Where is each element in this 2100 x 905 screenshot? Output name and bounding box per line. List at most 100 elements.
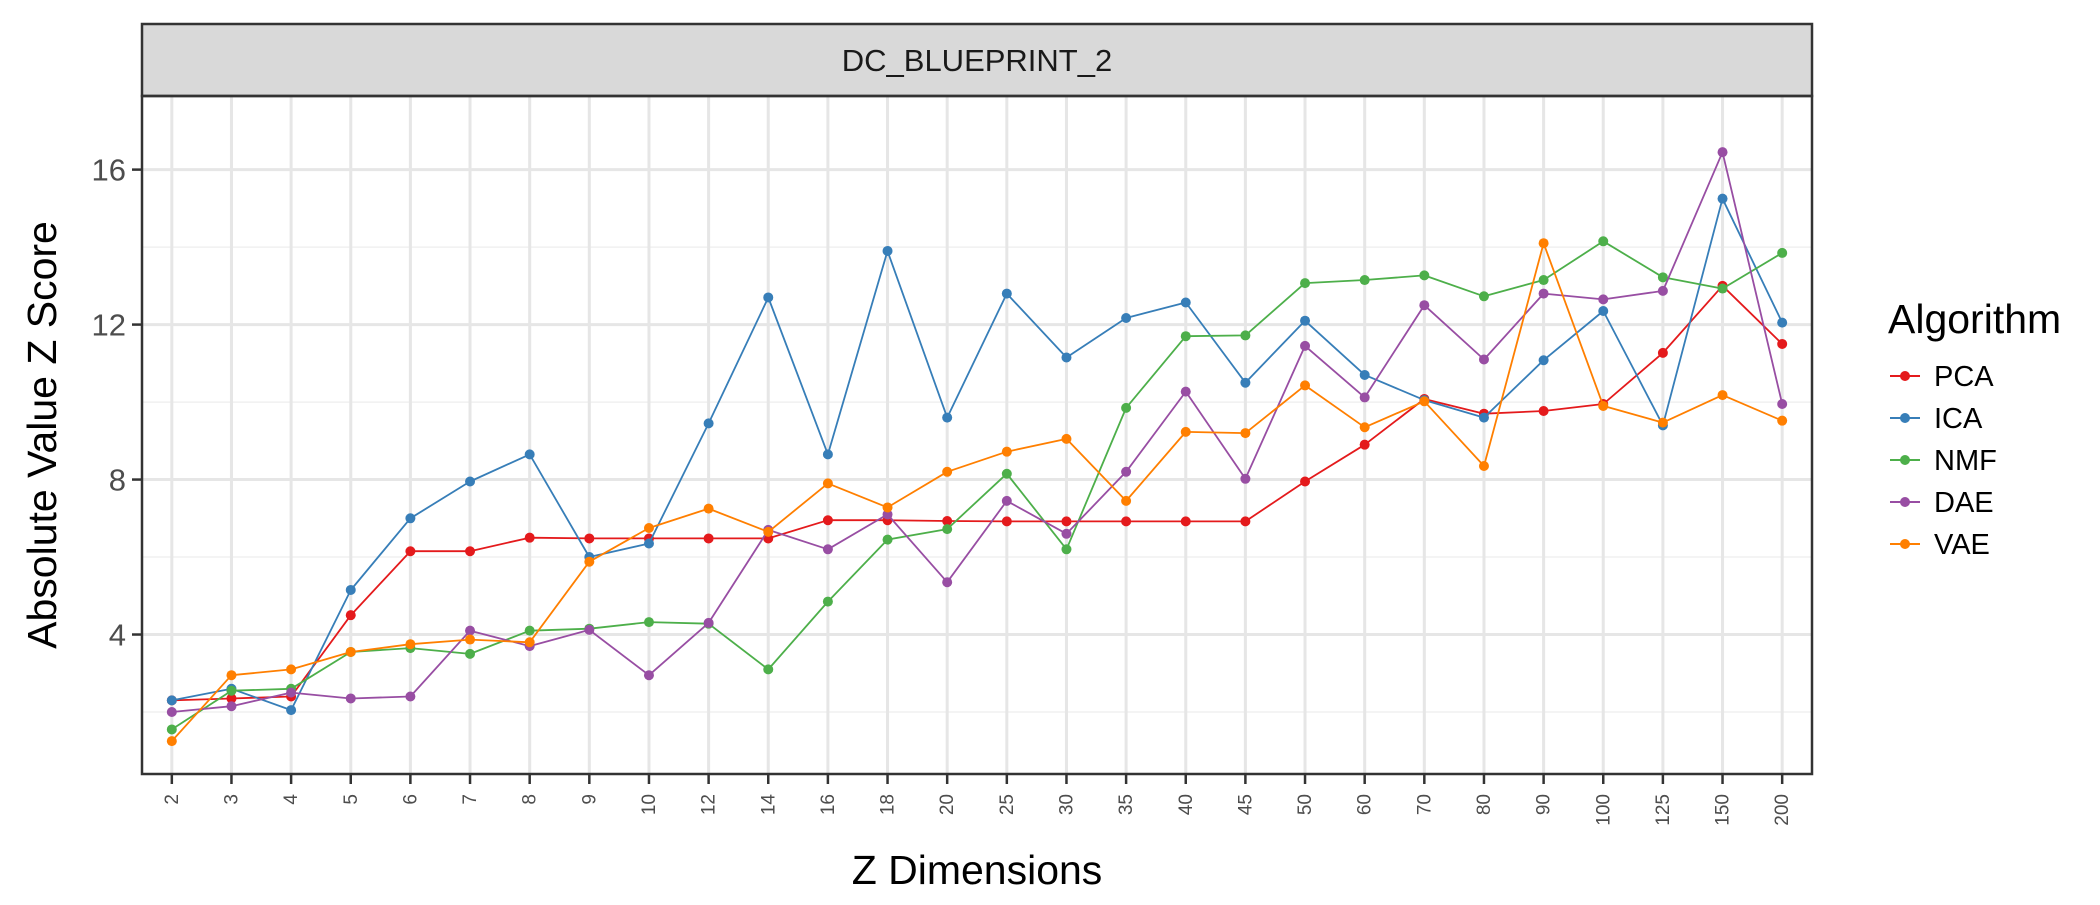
data-point-pca xyxy=(1657,347,1668,358)
data-point-ica xyxy=(1180,297,1191,308)
x-axis-label: Z Dimensions xyxy=(852,847,1103,893)
data-point-dae xyxy=(882,509,893,520)
data-point-vae xyxy=(942,466,953,477)
data-point-dae xyxy=(1717,147,1728,158)
legend-item-dae: DAE xyxy=(1890,487,1994,519)
legend-key-point xyxy=(1900,497,1910,507)
x-tick-label: 2 xyxy=(162,794,183,805)
data-point-ica xyxy=(643,538,654,549)
data-point-nmf xyxy=(942,524,953,535)
data-point-nmf xyxy=(524,625,535,636)
data-point-vae xyxy=(1180,426,1191,437)
data-point-vae xyxy=(1478,460,1489,471)
x-tick-label: 125 xyxy=(1653,794,1674,826)
legend-key-point xyxy=(1900,413,1910,423)
data-point-nmf xyxy=(465,648,476,659)
legend-item-vae: VAE xyxy=(1890,529,1990,561)
data-point-vae xyxy=(1359,422,1370,433)
data-point-nmf xyxy=(1538,275,1549,286)
data-point-nmf xyxy=(1598,236,1609,247)
legend-label-pca: PCA xyxy=(1934,361,1994,393)
data-point-pca xyxy=(703,533,714,544)
data-point-nmf xyxy=(882,534,893,545)
data-point-ica xyxy=(1478,412,1489,423)
data-point-ica xyxy=(1777,317,1788,328)
x-tick-label: 90 xyxy=(1534,794,1555,815)
x-tick-label: 16 xyxy=(818,794,839,815)
data-point-ica xyxy=(1359,369,1370,380)
data-point-dae xyxy=(345,693,356,704)
x-tick-label: 4 xyxy=(281,794,302,805)
data-point-pca xyxy=(226,693,237,704)
data-point-vae xyxy=(1240,428,1251,439)
x-tick-label: 150 xyxy=(1713,794,1734,826)
x-tick-label: 7 xyxy=(460,794,481,805)
data-point-dae xyxy=(1598,294,1609,305)
legend-label-vae: VAE xyxy=(1934,529,1990,561)
data-point-dae xyxy=(1121,466,1132,477)
data-point-ica xyxy=(345,584,356,595)
data-point-dae xyxy=(1538,288,1549,299)
data-point-ica xyxy=(1538,355,1549,366)
data-point-pca xyxy=(345,610,356,621)
data-point-dae xyxy=(643,670,654,681)
data-point-nmf xyxy=(1419,270,1430,281)
data-point-vae xyxy=(1777,415,1788,426)
x-tick-label: 10 xyxy=(639,794,660,815)
data-point-ica xyxy=(524,449,535,460)
data-point-vae xyxy=(1538,238,1549,249)
data-point-dae xyxy=(942,577,953,588)
data-point-ica xyxy=(405,513,416,524)
data-point-vae xyxy=(405,639,416,650)
data-point-vae xyxy=(1717,390,1728,401)
data-point-ica xyxy=(1240,377,1251,388)
data-point-nmf xyxy=(1478,291,1489,302)
data-point-dae xyxy=(1419,300,1430,311)
x-tick-label: 200 xyxy=(1772,794,1793,826)
x-tick-label: 5 xyxy=(341,794,362,805)
data-point-pca xyxy=(465,546,476,557)
facet-strip xyxy=(140,22,1814,98)
data-point-nmf xyxy=(822,596,833,607)
data-point-dae xyxy=(1240,473,1251,484)
data-point-nmf xyxy=(643,617,654,628)
x-tick-label: 100 xyxy=(1593,794,1614,826)
series-line-vae xyxy=(171,242,1783,742)
x-tick-label: 3 xyxy=(221,794,242,805)
data-point-vae xyxy=(763,526,774,537)
data-point-vae xyxy=(524,637,535,648)
data-point-pca xyxy=(1180,516,1191,527)
data-point-vae xyxy=(1598,400,1609,411)
data-point-dae xyxy=(1061,528,1072,539)
legend-item-pca: PCA xyxy=(1890,361,1994,393)
data-point-pca xyxy=(584,533,595,544)
legend-key-point xyxy=(1900,539,1910,549)
legend-item-ica: ICA xyxy=(1890,403,1983,435)
x-tick-label: 9 xyxy=(579,794,600,805)
legend: PCA ICA NMF DAE VAE xyxy=(1890,361,1997,561)
y-tick-label: 16 xyxy=(92,153,126,188)
series-line-pca xyxy=(171,284,1783,702)
series-line-dae xyxy=(171,151,1784,713)
x-tick-label: 12 xyxy=(699,794,720,815)
data-point-dae xyxy=(166,707,177,718)
data-point-dae xyxy=(584,624,595,635)
legend-key-point xyxy=(1900,455,1910,465)
data-point-nmf xyxy=(1359,275,1370,286)
data-point-ica xyxy=(1121,312,1132,323)
data-point-vae xyxy=(1419,396,1430,407)
x-tick-label: 6 xyxy=(400,794,421,805)
data-point-vae xyxy=(166,736,177,747)
x-tick-label: 18 xyxy=(878,794,899,815)
legend-key-point xyxy=(1900,371,1910,381)
x-tick-label: 80 xyxy=(1474,794,1495,815)
data-point-vae xyxy=(286,664,297,675)
data-point-nmf xyxy=(1777,247,1788,258)
data-point-dae xyxy=(1001,495,1012,506)
series-line-ica xyxy=(171,197,1784,711)
data-point-pca xyxy=(1359,439,1370,450)
data-point-ica xyxy=(1300,315,1311,326)
panel-border xyxy=(140,94,1814,776)
